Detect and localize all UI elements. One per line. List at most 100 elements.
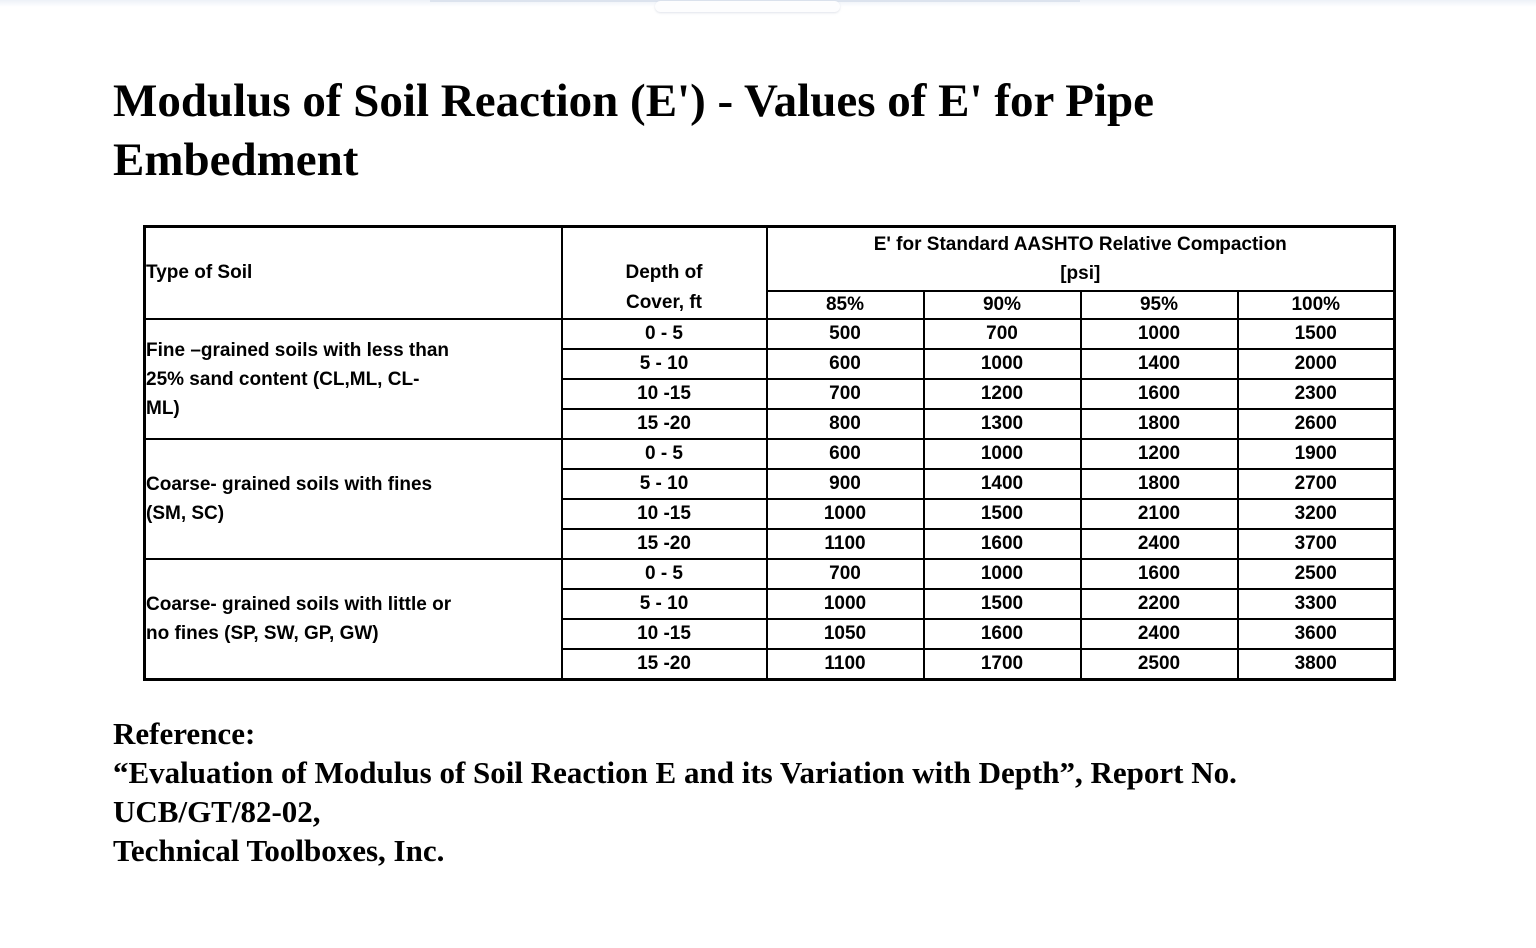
e-value-cell: 1000 <box>765 498 925 530</box>
e-value-cell: 700 <box>765 558 925 590</box>
table-row: 15 -20 800 1300 1800 2600 <box>145 408 1396 440</box>
reference-citation: “Evaluation of Modulus of Soil Reaction … <box>113 755 1237 790</box>
e-value-cell: 1500 <box>922 498 1082 530</box>
header-depth-line1: Depth of <box>625 262 703 283</box>
depth-of-cover-cell: 10 -15 <box>560 618 768 650</box>
reference-report-number: UCB/GT/82-02, <box>113 794 321 829</box>
window-top-tab <box>655 1 840 12</box>
e-value-cell: 1500 <box>922 588 1082 620</box>
soil-type-label-line: Coarse- grained soils with little or <box>146 594 452 615</box>
window-top-edge <box>0 0 1536 12</box>
e-value-cell: 1600 <box>1079 378 1239 410</box>
table-row: 5 - 10 900 1400 1800 2700 <box>145 468 1396 500</box>
e-value-cell: 2700 <box>1236 468 1396 500</box>
header-percent-4: 100% <box>1236 290 1396 320</box>
e-value-cell: 1050 <box>765 618 925 650</box>
e-value-cell: 2400 <box>1079 618 1239 650</box>
page-title: Modulus of Soil Reaction (E') - Values o… <box>113 72 1154 190</box>
soil-reaction-table: Type of Soil Depth of Cover, ft E' for S… <box>143 225 1396 681</box>
e-value-cell: 1600 <box>922 528 1082 560</box>
e-value-cell: 1300 <box>922 408 1082 440</box>
e-value-cell: 2600 <box>1236 408 1396 440</box>
depth-of-cover-cell: 5 - 10 <box>560 468 768 500</box>
table-header-row-percent: 85% 90% 95% 100% <box>145 290 1396 320</box>
e-value-cell: 1100 <box>765 648 925 681</box>
e-value-cell: 1100 <box>765 528 925 560</box>
table-header-row-1: Type of Soil Depth of Cover, ft E' for S… <box>143 225 1396 320</box>
e-value-cell: 2000 <box>1236 348 1396 380</box>
e-value-cell: 700 <box>922 318 1082 350</box>
e-value-cell: 3600 <box>1236 618 1396 650</box>
page-title-line2: Embedment <box>113 134 359 187</box>
e-value-cell: 1000 <box>922 558 1082 590</box>
header-percent-2: 90% <box>922 290 1082 320</box>
depth-of-cover-cell: 10 -15 <box>560 498 768 530</box>
e-value-cell: 1500 <box>1236 318 1396 350</box>
e-value-cell: 3700 <box>1236 528 1396 560</box>
soil-type-label-line: (SM, SC) <box>146 503 225 524</box>
e-value-cell: 1200 <box>1079 438 1239 470</box>
e-value-cell: 2500 <box>1079 648 1239 681</box>
table-row: Coarse- grained soils with little or no f… <box>143 558 1396 681</box>
soil-type-label: Fine –grained soils with less than 25% sa… <box>143 318 563 440</box>
depth-of-cover-cell: 0 - 5 <box>560 438 768 470</box>
table-row: Coarse- grained soils with fines (SM, SC)… <box>143 438 1396 560</box>
table-row: 10 -15 1050 1600 2400 3600 <box>145 618 1396 650</box>
header-compaction-line1: E' for Standard AASHTO Relative Compacti… <box>873 234 1287 255</box>
reference-block: Reference: “Evaluation of Modulus of Soi… <box>113 714 1237 870</box>
e-value-cell: 1000 <box>922 348 1082 380</box>
e-value-cell: 3800 <box>1236 648 1396 681</box>
e-value-cell: 2400 <box>1079 528 1239 560</box>
e-value-cell: 1200 <box>922 378 1082 410</box>
e-value-cell: 2200 <box>1079 588 1239 620</box>
table-row: 10 -15 700 1200 1600 2300 <box>145 378 1396 410</box>
soil-type-label-line: no fines (SP, SW, GP, GW) <box>146 623 379 644</box>
e-value-cell: 1000 <box>922 438 1082 470</box>
e-value-cell: 3300 <box>1236 588 1396 620</box>
table-row: 5 - 10 1000 1500 2200 3300 <box>145 588 1396 620</box>
table-row: 15 -20 1100 1600 2400 3700 <box>145 528 1396 560</box>
e-value-cell: 1600 <box>1079 558 1239 590</box>
e-value-cell: 600 <box>765 438 925 470</box>
e-value-cell: 1400 <box>1079 348 1239 380</box>
table-row: 10 -15 1000 1500 2100 3200 <box>145 498 1396 530</box>
header-type-of-soil: Type of Soil <box>143 225 563 320</box>
table-row: 15 -20 1100 1700 2500 3800 <box>145 648 1396 681</box>
reference-company: Technical Toolboxes, Inc. <box>113 833 445 868</box>
e-value-cell: 1700 <box>922 648 1082 681</box>
e-value-cell: 500 <box>765 318 925 350</box>
e-value-cell: 1600 <box>922 618 1082 650</box>
e-value-cell: 600 <box>765 348 925 380</box>
table-row: Fine –grained soils with less than 25% sa… <box>143 318 1396 440</box>
header-compaction-line2: [psi] <box>1060 263 1101 284</box>
soil-type-label-line: 25% sand content (CL,ML, CL- <box>146 368 420 390</box>
e-value-cell: 2100 <box>1079 498 1239 530</box>
header-aashto-compaction: E' for Standard AASHTO Relative Compacti… <box>765 225 1396 292</box>
depth-of-cover-cell: 5 - 10 <box>560 348 768 380</box>
soil-type-label-line: Fine –grained soils with less than <box>146 339 450 361</box>
soil-type-label: Coarse- grained soils with fines (SM, SC) <box>143 438 563 560</box>
depth-of-cover-cell: 15 -20 <box>560 408 768 440</box>
e-value-cell: 1000 <box>765 588 925 620</box>
soil-type-label-line: Coarse- grained soils with fines <box>146 474 433 495</box>
e-value-cell: 1400 <box>922 468 1082 500</box>
e-value-cell: 1900 <box>1236 438 1396 470</box>
depth-of-cover-cell: 5 - 10 <box>560 588 768 620</box>
table-row: 5 - 10 600 1000 1400 2000 <box>145 348 1396 380</box>
e-value-cell: 2500 <box>1236 558 1396 590</box>
depth-of-cover-cell: 0 - 5 <box>560 558 768 590</box>
depth-of-cover-cell: 15 -20 <box>560 528 768 560</box>
depth-of-cover-cell: 15 -20 <box>560 648 768 681</box>
header-depth-line2: Cover, ft <box>625 292 703 313</box>
e-value-cell: 900 <box>765 468 925 500</box>
e-value-cell: 700 <box>765 378 925 410</box>
soil-type-label-line: ML) <box>146 397 180 419</box>
e-value-cell: 1000 <box>1079 318 1239 350</box>
depth-of-cover-cell: 0 - 5 <box>560 318 768 350</box>
e-value-cell: 1800 <box>1079 408 1239 440</box>
e-value-cell: 3200 <box>1236 498 1396 530</box>
reference-label: Reference: <box>113 716 256 751</box>
depth-of-cover-cell: 10 -15 <box>560 378 768 410</box>
header-depth-of-cover: Depth of Cover, ft <box>560 225 768 320</box>
